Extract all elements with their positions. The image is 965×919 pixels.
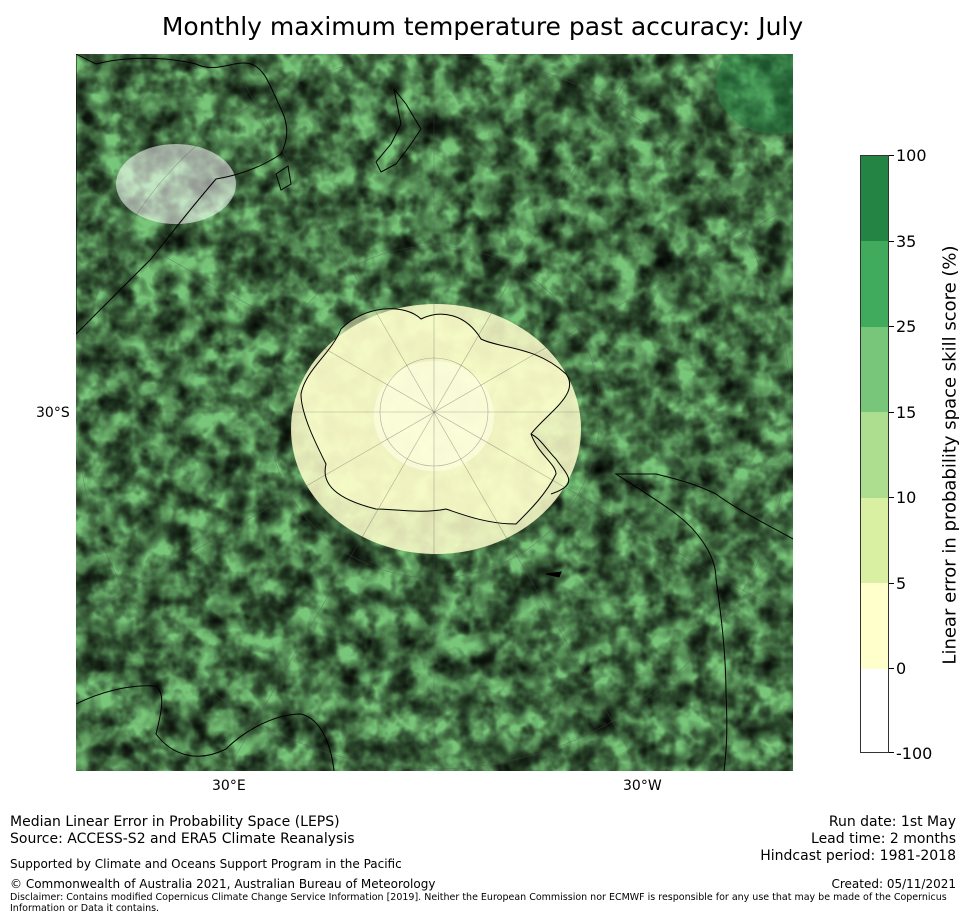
south-america-coastline (614, 473, 793, 771)
colorbar-tick-label: 0 (896, 659, 907, 678)
tasmania-coastline (275, 165, 292, 191)
map-title: Monthly maximum temperature past accurac… (161, 12, 804, 41)
colorbar-title: Linear error in probability space skill … (939, 245, 961, 665)
colorbar-tick (889, 326, 894, 327)
colorbar (860, 155, 889, 753)
new-zealand-coastline (375, 88, 422, 173)
footer-copyright: © Commonwealth of Australia 2021, Austra… (10, 877, 436, 891)
falkland-islands-coastline (545, 571, 562, 578)
high-skill-region-southeast (716, 54, 793, 134)
low-skill-region-indian-ocean (116, 144, 236, 224)
southern-africa-coastline (76, 685, 335, 771)
colorbar-tick-label: 35 (896, 232, 917, 251)
colorbar-bin-10-15 (861, 412, 888, 498)
colorbar-tick (889, 497, 894, 498)
australia-coastline (76, 54, 288, 335)
lon-label-30e: 30°E (212, 778, 246, 794)
lon-label-30w: 30°W (623, 778, 662, 794)
graticule (76, 54, 793, 771)
footer-run-date: Run date: 1st May (828, 814, 956, 830)
colorbar-tick-label: 10 (896, 488, 917, 507)
colorbar-bin-35-100 (861, 156, 888, 241)
colorbar-bin-5-10 (861, 498, 888, 583)
antarctic-peninsula (530, 433, 570, 495)
colorbar-tick-label: 5 (896, 574, 907, 593)
colorbar-bin-0-5 (861, 583, 888, 669)
colorbar-tick (889, 155, 894, 156)
footer-disclaimer: Disclaimer: Contains modified Copernicus… (10, 892, 947, 914)
footer-hindcast: Hindcast period: 1981-2018 (760, 848, 956, 864)
colorbar-bin-25-35 (861, 241, 888, 327)
footer-source: Source: ACCESS-S2 and ERA5 Climate Reana… (10, 831, 355, 847)
skill-score-map (76, 54, 793, 771)
colorbar-bin-neg100-0 (861, 669, 888, 752)
colorbar-bin-15-25 (861, 327, 888, 412)
colorbar-tick (889, 241, 894, 242)
footer-support: Supported by Climate and Oceans Support … (10, 857, 402, 871)
lat-label-30s: 30°S (36, 405, 70, 421)
antarctica-coastline (300, 308, 571, 525)
colorbar-tick-label: -100 (896, 744, 933, 763)
colorbar-tick (889, 752, 894, 753)
footer-lead-time: Lead time: 2 months (811, 831, 956, 847)
colorbar-tick (889, 668, 894, 669)
colorbar-tick-label: 100 (896, 146, 927, 165)
colorbar-tick-label: 25 (896, 317, 917, 336)
colorbar-tick (889, 412, 894, 413)
footer-created: Created: 05/11/2021 (831, 877, 956, 891)
footer-method: Median Linear Error in Probability Space… (10, 814, 340, 830)
colorbar-tick-label: 15 (896, 403, 917, 422)
colorbar-tick (889, 583, 894, 584)
